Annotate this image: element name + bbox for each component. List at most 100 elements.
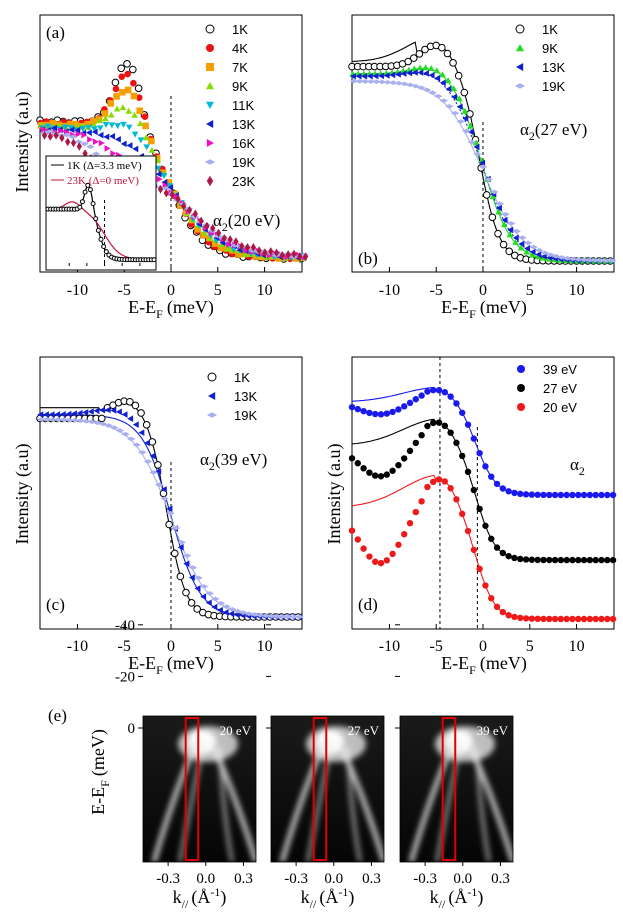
data-point: [585, 257, 595, 263]
data-point: [433, 67, 441, 74]
data-point: [107, 100, 115, 107]
data-point: [199, 584, 209, 589]
panel-b-xlabel: E-EF (meV): [441, 297, 527, 321]
data-point: [535, 251, 542, 258]
integration-window-box: [312, 717, 328, 861]
legend-label: 7K: [232, 60, 248, 75]
data-point: [48, 411, 55, 418]
data-point: [62, 124, 69, 131]
data-point: [295, 614, 304, 620]
panel-c: -10 -5 0 5 10 (c) 1K 13K 19K α2(39 eV) Intensi…: [12, 356, 304, 677]
data-point: [48, 417, 57, 422]
data-point: [175, 194, 181, 204]
image-energy-label: 20 eV: [220, 723, 252, 738]
data-point: [142, 122, 149, 130]
data-point: [467, 122, 474, 129]
data-point: [528, 615, 536, 622]
k-label-close: ): [220, 887, 226, 908]
data-point: [82, 409, 89, 416]
data-point: [377, 411, 385, 418]
data-point: [518, 240, 525, 248]
data-point: [540, 491, 547, 499]
data-point: [125, 124, 133, 131]
data-point: [91, 128, 98, 136]
data-point: [85, 129, 92, 136]
data-point: [493, 603, 501, 611]
data-point: [350, 72, 356, 80]
data-point: [540, 556, 547, 564]
data-point: [417, 69, 424, 76]
data-point: [453, 496, 460, 503]
data-point: [439, 79, 446, 87]
data-point: [58, 127, 65, 134]
panel-b-annotation-alpha: α: [520, 120, 529, 139]
data-point: [268, 247, 274, 256]
data-point: [482, 522, 489, 529]
data-point: [291, 249, 297, 259]
data-point: [42, 417, 52, 422]
data-point: [108, 122, 116, 129]
panel-c-xlabel-main: E-E: [128, 653, 156, 673]
data-point: [598, 556, 605, 564]
data-point: [540, 250, 550, 256]
panel-c-xlabel-sub: F: [156, 663, 163, 677]
data-point: [575, 615, 582, 623]
legend-marker: [517, 365, 525, 373]
data-point: [132, 421, 139, 428]
panel-a-series: [36, 60, 310, 263]
data-point: [355, 78, 364, 84]
data-point: [228, 610, 235, 618]
data-point: [127, 415, 134, 422]
panel-d-xlabel-sub: F: [469, 663, 476, 677]
panel-b-annotation: α2(27 eV): [520, 120, 587, 143]
panel-d-annotation: α2: [570, 455, 585, 478]
data-point: [155, 468, 162, 475]
fit-line: [351, 418, 614, 561]
legend-label: 1K: [234, 370, 250, 385]
data-point: [394, 80, 404, 86]
panel-c-legend: 1K 13K 19K: [206, 370, 257, 423]
legend-marker: [206, 44, 214, 52]
k-tick-label: 0.3: [491, 871, 510, 887]
data-point: [124, 70, 131, 78]
inset-point: [95, 227, 101, 233]
arpes-image: 20 eV: [142, 715, 257, 863]
data-point: [435, 386, 443, 394]
data-point: [512, 228, 522, 234]
legend-label: 20 eV: [543, 400, 577, 415]
data-point: [411, 65, 418, 72]
data-point: [354, 460, 362, 467]
data-point: [71, 410, 77, 417]
data-point: [372, 72, 379, 80]
data-point: [580, 556, 588, 564]
panel-e-ylabel: E-EF (meV): [88, 729, 112, 815]
x-tick-label: 0: [479, 638, 487, 655]
data-point: [417, 85, 426, 91]
panel-e-ylabel-tail: (meV): [88, 729, 109, 776]
data-point: [377, 79, 387, 85]
data-point: [500, 221, 508, 228]
data-point: [422, 64, 429, 71]
panel-d-xticks: -10 -5 0 5 10: [379, 624, 585, 655]
data-point: [40, 126, 47, 133]
data-point: [586, 556, 594, 564]
inset-point: [79, 199, 85, 205]
legend-marker: [206, 82, 214, 90]
k-tick-label: 0.0: [324, 871, 343, 887]
data-point: [62, 132, 72, 138]
data-point: [467, 139, 477, 145]
data-point: [87, 136, 94, 143]
data-point: [569, 615, 576, 623]
x-tick-label: -10: [379, 282, 400, 299]
x-tick-label: 0: [167, 282, 175, 299]
data-point: [211, 240, 219, 247]
data-point: [74, 126, 81, 134]
data-point: [575, 556, 582, 564]
data-point: [250, 612, 259, 617]
panel-e-xlabels: k//(Å-1) k//(Å-1) k//(Å-1): [173, 885, 484, 911]
data-point: [456, 103, 463, 111]
data-point: [580, 615, 588, 623]
data-point: [137, 120, 144, 127]
panel-e-ylabel-main: E-E: [88, 787, 108, 815]
